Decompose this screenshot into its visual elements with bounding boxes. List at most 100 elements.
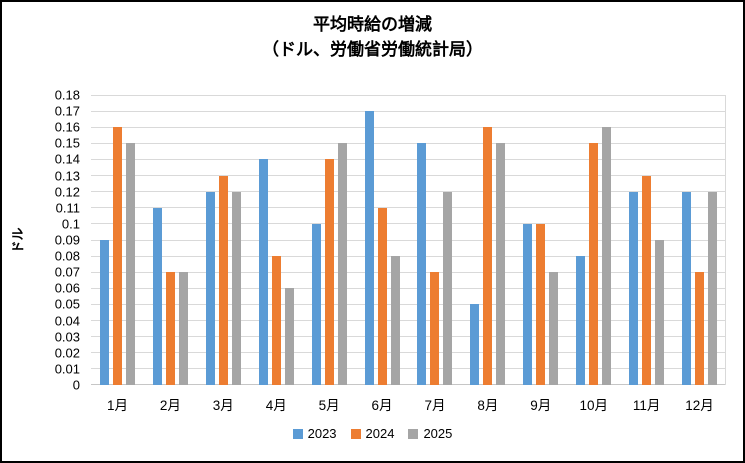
bar-2023-5月[interactable] — [311, 223, 321, 385]
gridline — [91, 352, 726, 354]
chart-title-line1: 平均時給の増減 — [313, 15, 432, 34]
y-axis-tick-labels: 0.18 0.17 0.16 0.15 0.14 0.13 0.12 0.11 0.1 0.09 0… — [2, 88, 84, 393]
legend-swatch-icon — [350, 428, 361, 439]
bar-2024-8月[interactable] — [483, 127, 493, 385]
gridline — [91, 191, 726, 193]
x-tick-label: 9月 — [530, 398, 552, 413]
y-tick-label: 0.02 — [54, 345, 80, 361]
y-tick-label: 0.08 — [54, 248, 80, 264]
bar-2025-7月[interactable] — [443, 191, 453, 385]
bar-group-11月 — [620, 95, 673, 385]
bar-2023-12月[interactable] — [682, 191, 692, 385]
x-tick-label: 2月 — [159, 398, 181, 413]
bar-group-7月 — [409, 95, 462, 385]
bar-2025-11月[interactable] — [655, 240, 665, 385]
bar-group-4月 — [250, 95, 303, 385]
gridline — [91, 142, 726, 144]
x-axis-tick-labels: 1月 2月 3月 4月 5月 6月 7月 8月 9月 10月 11月 12月 — [91, 394, 726, 414]
bar-2023-2月[interactable] — [152, 207, 162, 385]
bar-2024-6月[interactable] — [377, 207, 387, 385]
y-tick-label: 0.13 — [54, 168, 80, 184]
bar-group-10月 — [567, 95, 620, 385]
legend-swatch-icon — [408, 428, 419, 439]
bar-2025-3月[interactable] — [231, 191, 241, 385]
legend: 2023 2024 2025 — [2, 426, 743, 441]
x-tick-label: 7月 — [424, 398, 446, 413]
gridline — [91, 368, 726, 370]
bar-2024-7月[interactable] — [430, 272, 440, 385]
bar-group-12月 — [673, 95, 726, 385]
bar-2025-9月[interactable] — [549, 272, 559, 385]
gridline — [91, 320, 726, 322]
y-tick-label: 0.15 — [54, 135, 80, 151]
legend-label: 2023 — [307, 426, 337, 441]
bar-group-1月 — [91, 95, 144, 385]
legend-label: 2024 — [365, 426, 395, 441]
bar-group-2月 — [144, 95, 197, 385]
bar-group-6月 — [356, 95, 409, 385]
y-tick-label: 0.17 — [54, 103, 80, 119]
plot-area — [91, 94, 726, 385]
x-tick-label: 8月 — [477, 398, 499, 413]
bar-2025-1月[interactable] — [125, 143, 135, 385]
bar-2024-12月[interactable] — [695, 272, 705, 385]
chart-title-line2: （ドル、労働省労働統計局） — [262, 39, 483, 59]
gridline — [91, 271, 726, 273]
y-tick-label: 0.09 — [54, 232, 80, 248]
bar-2023-3月[interactable] — [205, 191, 215, 385]
bar-group-3月 — [197, 95, 250, 385]
bar-2025-12月[interactable] — [708, 191, 718, 385]
bar-group-8月 — [461, 95, 514, 385]
bar-2023-4月[interactable] — [258, 159, 268, 385]
gridline — [91, 287, 726, 289]
gridline — [91, 336, 726, 338]
bar-2023-10月[interactable] — [576, 256, 586, 385]
x-tick-label: 5月 — [318, 398, 340, 413]
bar-group-5月 — [303, 95, 356, 385]
bar-2023-6月[interactable] — [364, 111, 374, 385]
gridline — [91, 303, 726, 305]
y-tick-label: 0.1 — [61, 216, 80, 232]
bar-2024-9月[interactable] — [536, 223, 546, 385]
y-tick-label: 0.07 — [54, 264, 80, 280]
legend-item-2024[interactable]: 2024 — [350, 426, 395, 441]
gridline — [91, 110, 726, 112]
y-tick-label: 0.03 — [54, 329, 80, 345]
y-tick-label: 0.18 — [54, 87, 80, 103]
legend-item-2023[interactable]: 2023 — [292, 426, 337, 441]
y-tick-label: 0.06 — [54, 280, 80, 296]
bar-2023-1月[interactable] — [99, 240, 109, 385]
x-tick-label: 12月 — [685, 398, 714, 413]
chart-title[interactable]: 平均時給の増減 （ドル、労働省労働統計局） — [2, 13, 743, 62]
bar-2023-8月[interactable] — [470, 304, 480, 385]
gridline — [91, 175, 726, 177]
gridline — [91, 255, 726, 257]
bar-2025-10月[interactable] — [602, 127, 612, 385]
gridline — [91, 126, 726, 128]
x-axis-line — [91, 384, 726, 385]
bar-2024-1月[interactable] — [112, 127, 122, 385]
bar-2024-2月[interactable] — [165, 272, 175, 385]
legend-item-2025[interactable]: 2025 — [408, 426, 452, 441]
bar-2024-11月[interactable] — [642, 175, 652, 385]
bar-2024-5月[interactable] — [324, 159, 334, 385]
bar-2025-4月[interactable] — [284, 288, 294, 385]
bar-2025-5月[interactable] — [337, 143, 347, 385]
x-tick-label: 6月 — [371, 398, 393, 413]
bar-2023-11月[interactable] — [629, 191, 639, 385]
gridline — [91, 158, 726, 160]
bar-2024-3月[interactable] — [218, 175, 228, 385]
bar-2023-9月[interactable] — [523, 223, 533, 385]
legend-swatch-icon — [292, 428, 303, 439]
y-tick-label: 0 — [72, 377, 80, 393]
bar-2023-7月[interactable] — [417, 143, 427, 385]
x-tick-label: 1月 — [106, 398, 128, 413]
bar-2025-8月[interactable] — [496, 143, 506, 385]
x-tick-label: 3月 — [212, 398, 234, 413]
bar-2024-10月[interactable] — [589, 143, 599, 385]
bar-2025-6月[interactable] — [390, 256, 400, 385]
gridline — [91, 223, 726, 225]
bar-2025-2月[interactable] — [178, 272, 188, 385]
bar-2024-4月[interactable] — [271, 256, 281, 385]
bar-group-9月 — [514, 95, 567, 385]
